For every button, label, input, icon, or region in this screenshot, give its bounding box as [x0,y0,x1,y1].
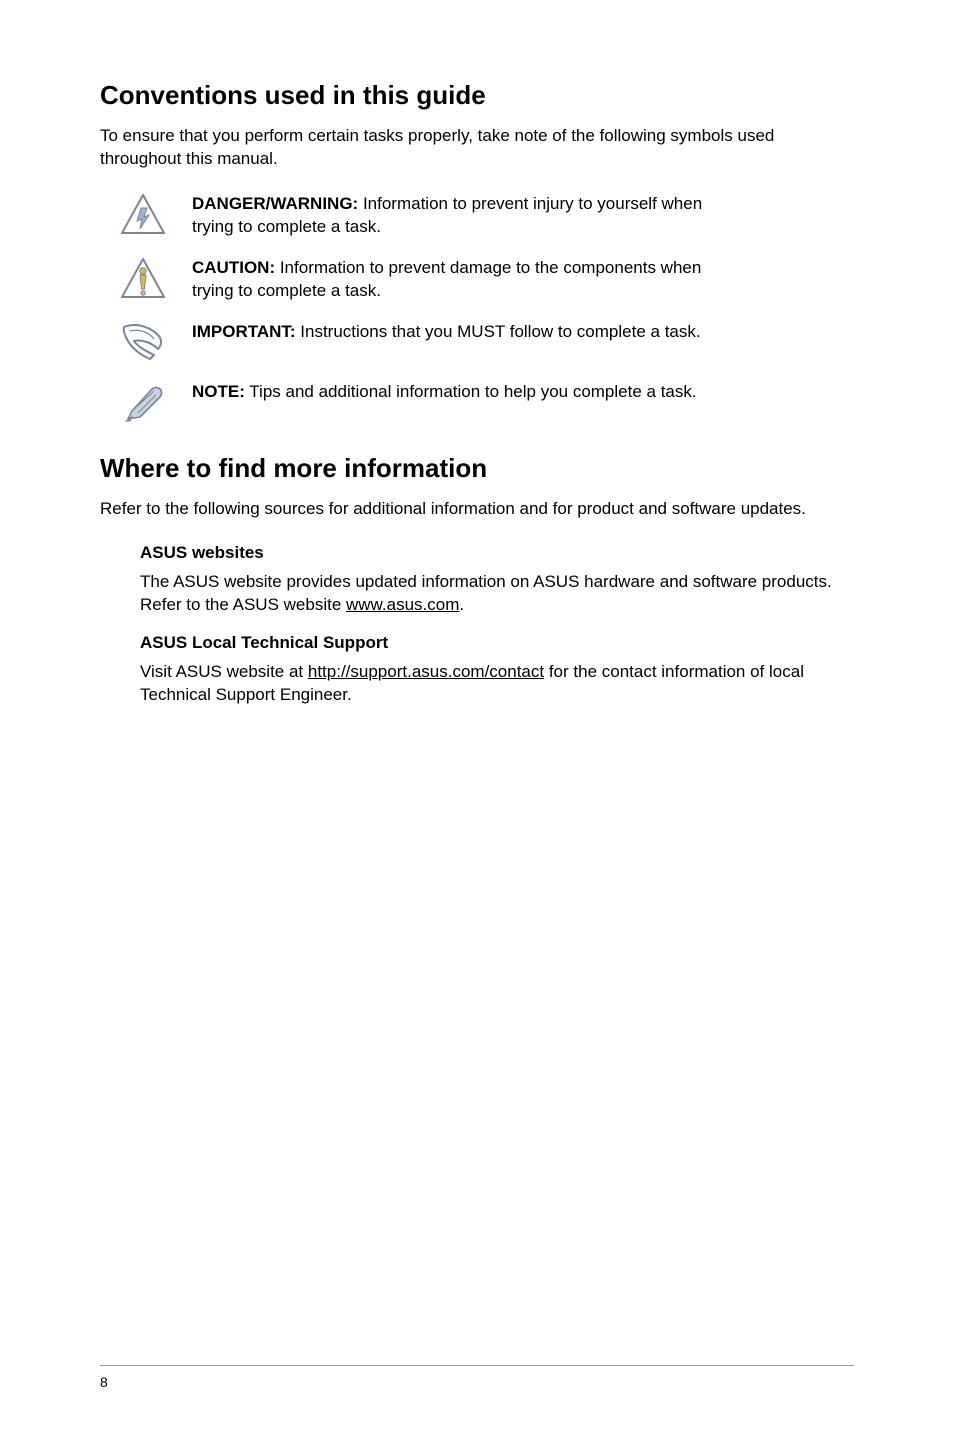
danger-icon [120,193,192,235]
para-text: Visit ASUS website at [140,662,308,681]
para-text: . [459,595,464,614]
convention-text: NOTE: Tips and additional information to… [192,381,697,404]
para-text: The ASUS website provides updated inform… [140,572,832,614]
section-conventions: Conventions used in this guide To ensure… [100,80,854,423]
section-intro: To ensure that you perform certain tasks… [100,125,854,171]
convention-label: CAUTION: [192,258,275,277]
section-where-to-find: Where to find more information Refer to … [100,453,854,707]
convention-row: NOTE: Tips and additional information to… [100,381,854,423]
subsection: ASUS Local Technical Support Visit ASUS … [100,633,854,707]
subsection-heading: ASUS websites [140,543,854,563]
page-number: 8 [100,1374,108,1390]
convention-label: IMPORTANT: [192,322,296,341]
section-title: Where to find more information [100,453,854,484]
caution-icon [120,257,192,299]
link-text: www.asus.com [346,595,459,614]
convention-row: CAUTION: Information to prevent damage t… [100,257,854,303]
convention-row: DANGER/WARNING: Information to prevent i… [100,193,854,239]
section-title: Conventions used in this guide [100,80,854,111]
important-icon [120,321,192,363]
subsection-heading: ASUS Local Technical Support [140,633,854,653]
page-footer: 8 [100,1365,854,1392]
section-intro: Refer to the following sources for addit… [100,498,854,521]
convention-label: DANGER/WARNING: [192,194,358,213]
convention-row: IMPORTANT: Instructions that you MUST fo… [100,321,854,363]
link-text: http://support.asus.com/contact [308,662,544,681]
subsection: ASUS websites The ASUS website provides … [100,543,854,617]
convention-text: DANGER/WARNING: Information to prevent i… [192,193,712,239]
subsection-para: Visit ASUS website at http://support.asu… [140,661,854,707]
note-icon [120,381,192,423]
convention-text: CAUTION: Information to prevent damage t… [192,257,712,303]
subsection-para: The ASUS website provides updated inform… [140,571,854,617]
convention-label: NOTE: [192,382,245,401]
convention-desc: Tips and additional information to help … [245,382,697,401]
convention-desc: Instructions that you MUST follow to com… [296,322,701,341]
convention-text: IMPORTANT: Instructions that you MUST fo… [192,321,701,344]
